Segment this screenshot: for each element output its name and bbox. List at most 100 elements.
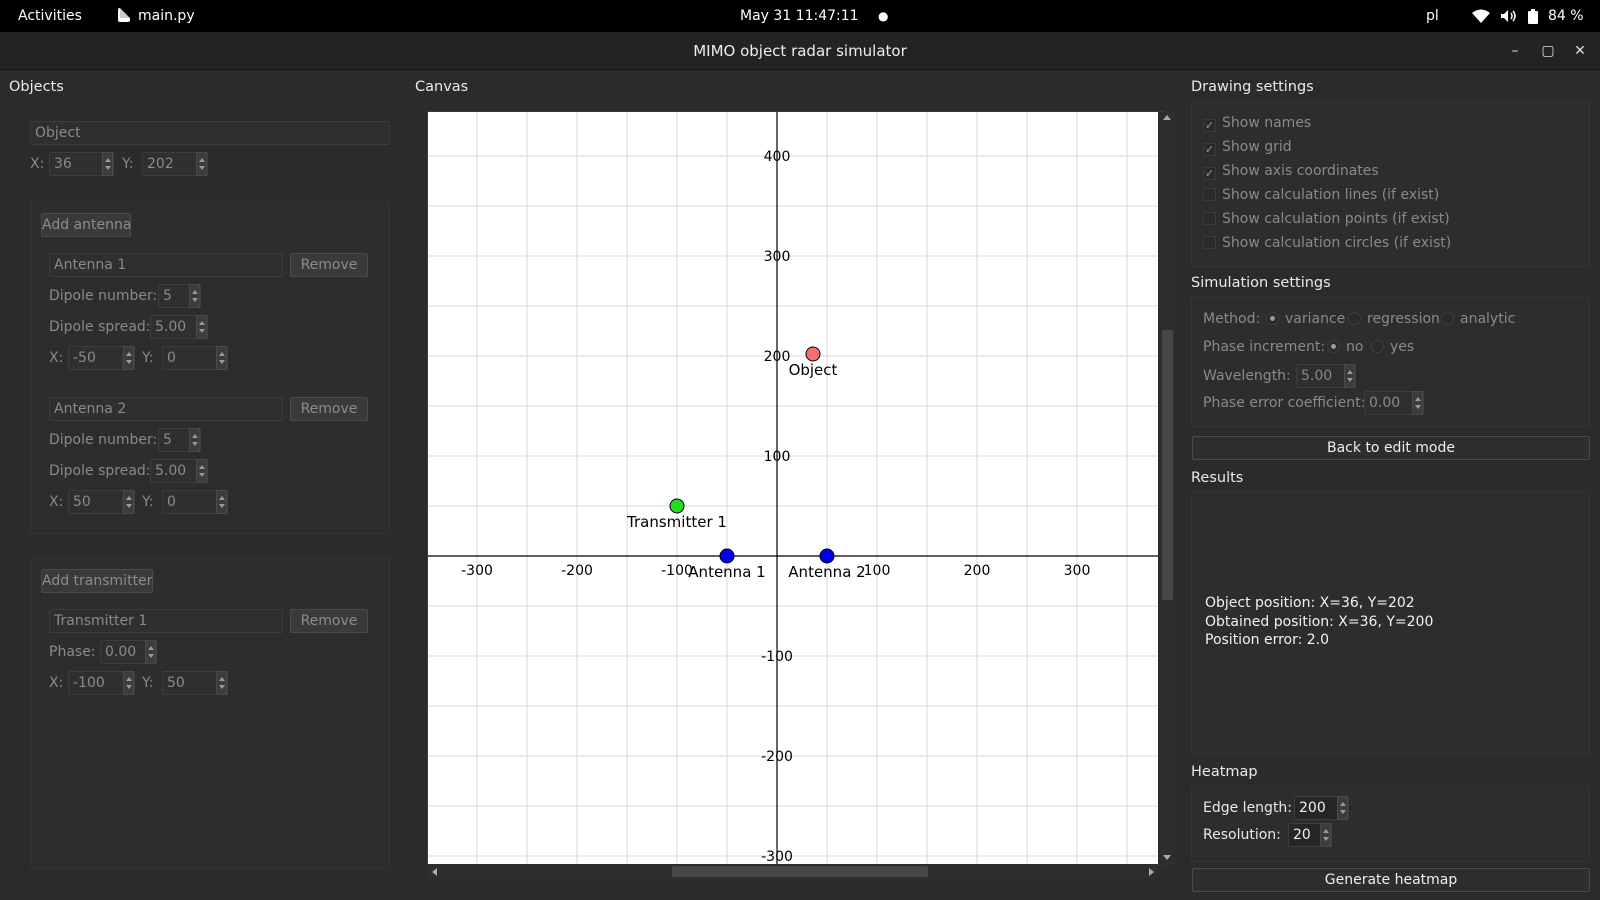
system-tray[interactable]: 84 % <box>1472 0 1584 32</box>
add-antenna-button[interactable]: Add antenna <box>41 213 131 237</box>
scroll-right-arrow-icon[interactable] <box>1149 868 1154 876</box>
checkbox-unchecked-icon[interactable] <box>1203 212 1216 225</box>
minimize-button[interactable]: – <box>1511 43 1519 59</box>
horizontal-scrollbar-thumb[interactable] <box>672 866 928 877</box>
scroll-up-arrow-icon[interactable] <box>1163 115 1171 120</box>
heatmap-title: Heatmap <box>1191 764 1258 780</box>
drawing-option-checkbox[interactable]: Show calculation lines (if exist) <box>1203 185 1439 205</box>
antenna-1-dipole-spread-spinbox[interactable]: 5.00 <box>150 315 208 339</box>
checkbox-checked-icon[interactable]: ✓ <box>1203 167 1216 180</box>
object-y-spinbox[interactable]: 202 <box>142 152 208 176</box>
activities-button[interactable]: Activities <box>18 8 82 24</box>
scroll-left-arrow-icon[interactable] <box>432 868 437 876</box>
radio-unchecked-icon[interactable] <box>1371 340 1384 353</box>
drawing-option-label: Show grid <box>1222 139 1292 155</box>
y-tick-label: -300 <box>761 849 793 864</box>
spin-arrows-icon[interactable] <box>216 346 227 370</box>
antenna-1-dipole-number-spinbox[interactable]: 5 <box>158 284 201 308</box>
y-tick-label: 400 <box>764 149 791 165</box>
spin-arrows-icon[interactable] <box>1412 391 1423 415</box>
clock[interactable]: May 31 11:47:11 <box>740 8 859 24</box>
checkbox-unchecked-icon[interactable] <box>1203 188 1216 201</box>
antenna-1-remove-button[interactable]: Remove <box>290 253 368 277</box>
radio-checked-icon[interactable] <box>1327 340 1340 353</box>
spin-arrows-icon[interactable] <box>189 428 200 452</box>
spin-arrows-icon[interactable] <box>102 152 113 176</box>
transmitter-1-y-spinbox[interactable]: 50 <box>162 671 228 695</box>
position-error-result: Position error: 2.0 <box>1205 632 1330 648</box>
keyboard-layout-indicator[interactable]: pl <box>1426 8 1439 24</box>
object-x-spinbox[interactable]: 36 <box>49 152 114 176</box>
antenna-1-point[interactable] <box>719 548 735 564</box>
transmitter-1-name-field[interactable]: Transmitter 1 <box>49 609 283 633</box>
antenna-2-x-spinbox[interactable]: 50 <box>68 490 135 514</box>
phase-error-spinbox[interactable]: 0.00 <box>1364 391 1424 415</box>
antenna-1-name-field[interactable]: Antenna 1 <box>49 253 283 277</box>
spin-arrows-icon[interactable] <box>196 315 207 339</box>
method-analytic-radio[interactable]: analytic <box>1437 309 1515 329</box>
spin-arrows-icon[interactable] <box>1320 823 1331 847</box>
radio-unchecked-icon[interactable] <box>1441 312 1454 325</box>
spin-arrows-icon[interactable] <box>196 152 207 176</box>
antenna-2-y-spinbox[interactable]: 0 <box>162 490 228 514</box>
antenna-2-dipole-number-spinbox[interactable]: 5 <box>158 428 201 452</box>
spin-arrows-icon[interactable] <box>216 671 227 695</box>
generate-heatmap-button[interactable]: Generate heatmap <box>1192 868 1590 892</box>
drawing-option-label: Show axis coordinates <box>1222 163 1379 179</box>
add-transmitter-button[interactable]: Add transmitter <box>41 569 153 593</box>
maximize-button[interactable]: ▢ <box>1541 43 1555 59</box>
wavelength-spinbox[interactable]: 5.00 <box>1296 364 1356 388</box>
drawing-option-checkbox[interactable]: ✓ Show axis coordinates <box>1203 161 1379 181</box>
close-button[interactable]: ✕ <box>1574 43 1586 59</box>
antenna-1-y-spinbox[interactable]: 0 <box>162 346 228 370</box>
transmitter-1-phase-spinbox[interactable]: 0.00 <box>100 640 157 664</box>
drawing-option-checkbox[interactable]: ✓ Show grid <box>1203 137 1292 157</box>
transmitter-1-point[interactable] <box>669 498 685 514</box>
radio-unchecked-icon[interactable] <box>1348 312 1361 325</box>
checkbox-checked-icon[interactable]: ✓ <box>1203 119 1216 132</box>
spin-arrows-icon[interactable] <box>123 490 134 514</box>
transmitter-1-remove-button[interactable]: Remove <box>290 609 368 633</box>
spin-arrows-icon[interactable] <box>123 346 134 370</box>
window-titlebar[interactable]: MIMO object radar simulator – ▢ ✕ <box>0 32 1600 70</box>
antenna-2-dipole-spread-spinbox[interactable]: 5.00 <box>150 459 208 483</box>
transmitter-1-x-value: -100 <box>73 675 105 691</box>
wavelength-label: Wavelength: <box>1203 368 1291 384</box>
app-menu[interactable]: main.py <box>118 0 195 32</box>
transmitter-1-x-spinbox[interactable]: -100 <box>68 671 135 695</box>
antenna-2-y-value: 0 <box>167 494 176 510</box>
radar-canvas[interactable]: -300 -200 -100 100 200 300 400 300 200 100 -100 -20… <box>428 112 1158 864</box>
antenna-2-remove-button[interactable]: Remove <box>290 397 368 421</box>
phase-increment-no-radio[interactable]: no <box>1323 337 1363 357</box>
checkbox-checked-icon[interactable]: ✓ <box>1203 143 1216 156</box>
vertical-scrollbar-thumb[interactable] <box>1162 330 1173 600</box>
resolution-label: Resolution: <box>1203 827 1281 843</box>
object-name-field[interactable]: Object <box>30 121 390 145</box>
spin-arrows-icon[interactable] <box>1337 796 1348 820</box>
spin-arrows-icon[interactable] <box>216 490 227 514</box>
drawing-option-checkbox[interactable]: ✓ Show names <box>1203 113 1311 133</box>
method-regression-radio[interactable]: regression <box>1344 309 1440 329</box>
spin-arrows-icon[interactable] <box>196 459 207 483</box>
antenna-2-name-field[interactable]: Antenna 2 <box>49 397 283 421</box>
drawing-option-checkbox[interactable]: Show calculation circles (if exist) <box>1203 233 1451 253</box>
antenna-2-dipole-number-value: 5 <box>163 432 172 448</box>
drawing-option-checkbox[interactable]: Show calculation points (if exist) <box>1203 209 1450 229</box>
method-variance-radio[interactable]: variance <box>1262 309 1345 329</box>
edge-length-spinbox[interactable]: 200 <box>1294 796 1349 820</box>
drawing-settings-group <box>1191 100 1590 267</box>
object-point[interactable] <box>805 346 821 362</box>
antenna-2-point[interactable] <box>819 548 835 564</box>
back-to-edit-mode-button[interactable]: Back to edit mode <box>1192 436 1590 460</box>
spin-arrows-icon[interactable] <box>1344 364 1355 388</box>
checkbox-unchecked-icon[interactable] <box>1203 236 1216 249</box>
scroll-down-arrow-icon[interactable] <box>1163 855 1171 860</box>
radio-checked-icon[interactable] <box>1266 312 1279 325</box>
x-tick-label: 300 <box>1064 563 1091 579</box>
spin-arrows-icon[interactable] <box>189 284 200 308</box>
spin-arrows-icon[interactable] <box>145 640 156 664</box>
resolution-spinbox[interactable]: 20 <box>1288 823 1332 847</box>
antenna-1-x-spinbox[interactable]: -50 <box>68 346 135 370</box>
phase-increment-yes-radio[interactable]: yes <box>1367 337 1414 357</box>
spin-arrows-icon[interactable] <box>123 671 134 695</box>
